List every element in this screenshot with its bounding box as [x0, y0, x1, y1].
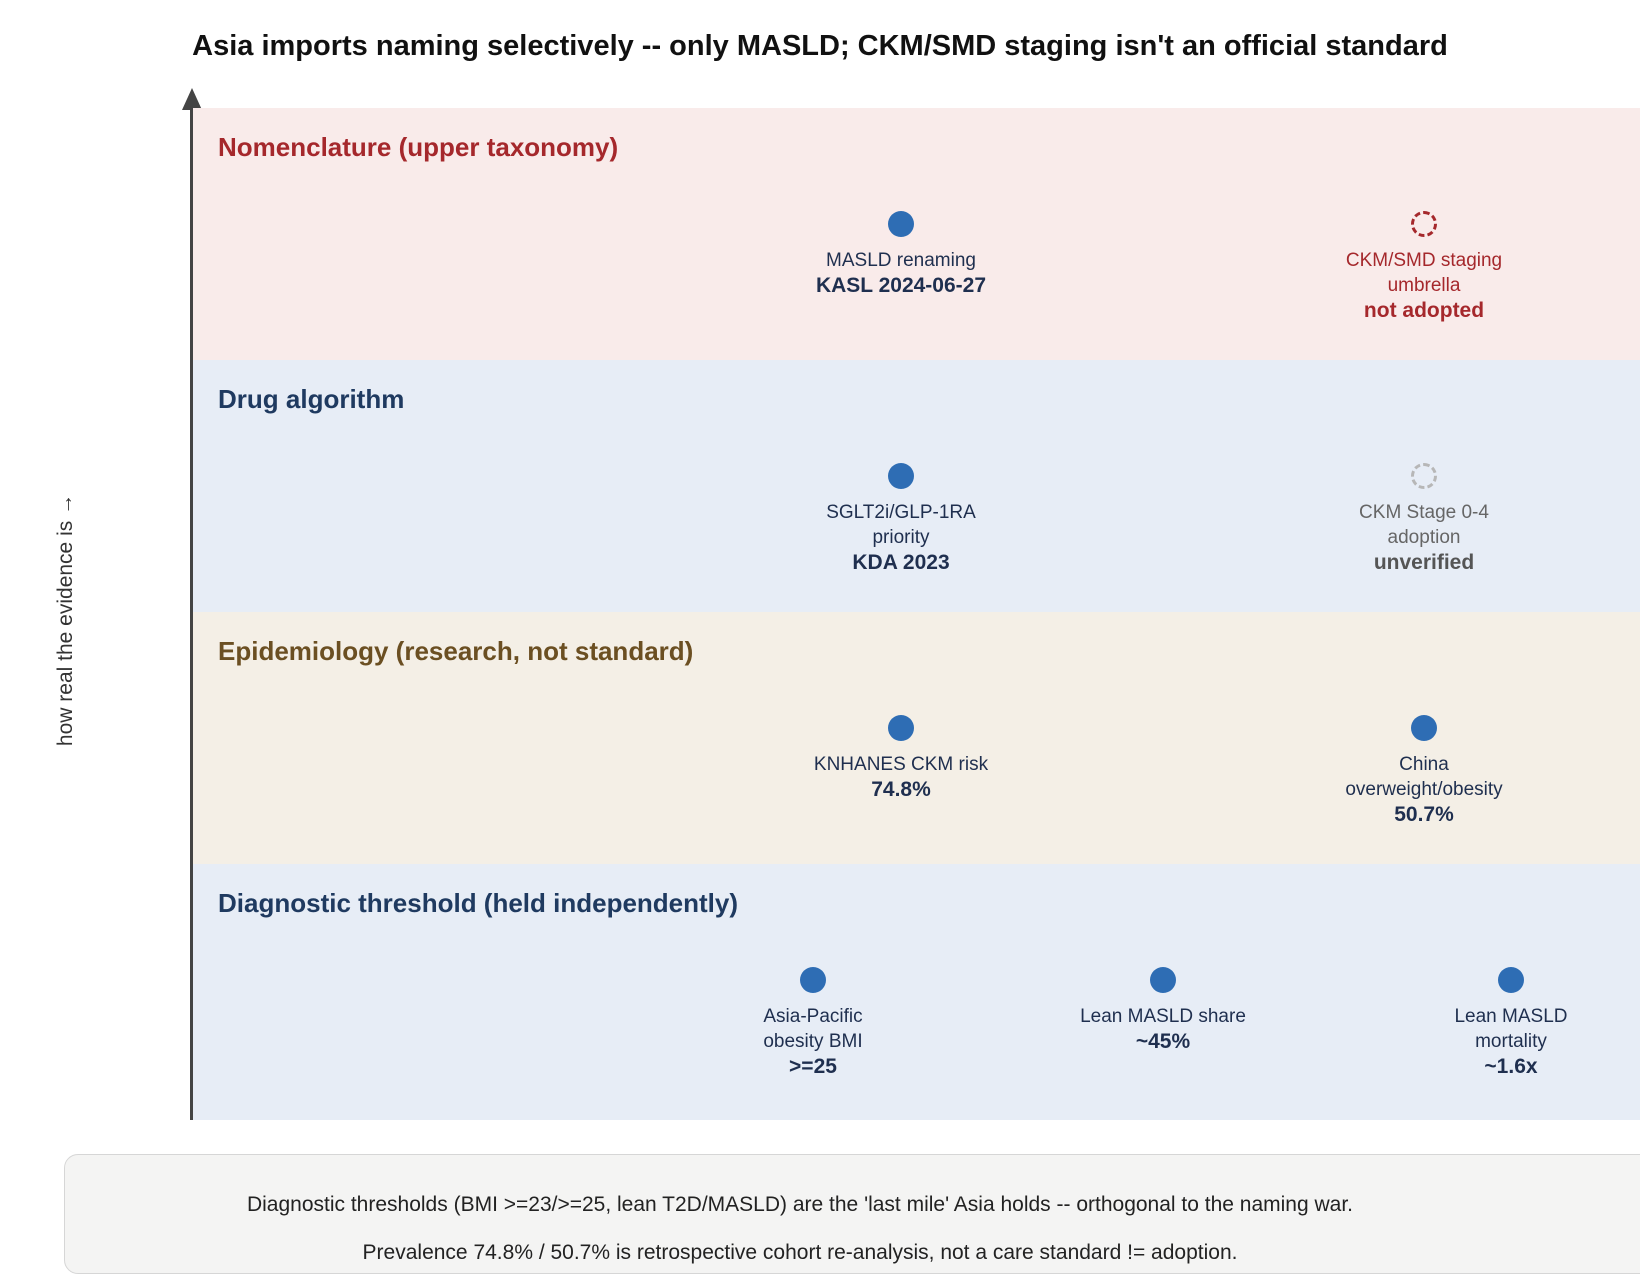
dashed-circle-icon	[1411, 211, 1437, 237]
node-label: CKM Stage 0-4 adoption	[1359, 502, 1489, 548]
band-title: Diagnostic threshold (held independently…	[218, 888, 739, 918]
node-value: ~45%	[1135, 1030, 1191, 1053]
evidence-dot-icon	[800, 967, 826, 993]
node-value: 74.8%	[871, 778, 931, 801]
node-label: Asia-Pacific obesity BMI	[763, 1006, 863, 1052]
node-label: SGLT2i/GLP-1RA priority	[826, 502, 976, 548]
band-drug-algorithm: Drug algorithm SGLT2i/GLP-1RA priority K…	[193, 360, 1640, 612]
evidence-dot-icon	[1411, 715, 1437, 741]
evidence-dot-icon	[888, 463, 914, 489]
evidence-dot-icon	[1498, 967, 1524, 993]
band-title: Nomenclature (upper taxonomy)	[218, 132, 619, 162]
y-axis-label: how real the evidence is →	[54, 493, 77, 747]
node-label: Lean MASLD share	[1080, 1006, 1246, 1027]
note-line-1: Diagnostic thresholds (BMI >=23/>=25, le…	[246, 1193, 1354, 1216]
band-title: Drug algorithm	[218, 384, 405, 414]
node-value: ~1.6x	[1484, 1055, 1538, 1078]
node-value: >=25	[789, 1055, 837, 1078]
y-axis-line	[190, 108, 193, 1120]
node-label: MASLD renaming	[826, 250, 976, 271]
node-label: CKM/SMD staging umbrella	[1345, 250, 1503, 296]
band-title: Epidemiology (research, not standard)	[218, 636, 694, 666]
node-label: China overweight/obesity	[1345, 754, 1503, 800]
evidence-dot-icon	[888, 715, 914, 741]
band-diagnostic-threshold: Diagnostic threshold (held independently…	[193, 864, 1640, 1120]
node-label: KNHANES CKM risk	[813, 754, 989, 775]
band-nomenclature: Nomenclature (upper taxonomy) MASLD rena…	[193, 108, 1640, 360]
node-value: not adopted	[1363, 299, 1485, 322]
node-label: Lean MASLD mortality	[1454, 1006, 1568, 1052]
node-value: KDA 2023	[852, 551, 950, 574]
chart-title: Asia imports naming selectively -- only …	[192, 30, 1448, 62]
evidence-dot-icon	[1150, 967, 1176, 993]
note-line-2: Prevalence 74.8% / 50.7% is retrospectiv…	[362, 1241, 1238, 1264]
axis-arrow-icon	[182, 88, 202, 110]
node-value: KASL 2024-06-27	[815, 274, 987, 297]
node-value: 50.7%	[1394, 803, 1454, 826]
evidence-dot-icon	[888, 211, 914, 237]
note-box: Diagnostic thresholds (BMI >=23/>=25, le…	[64, 1154, 1640, 1274]
dashed-circle-icon	[1411, 463, 1437, 489]
node-value: unverified	[1373, 551, 1475, 574]
band-epidemiology: Epidemiology (research, not standard) KN…	[193, 612, 1640, 864]
